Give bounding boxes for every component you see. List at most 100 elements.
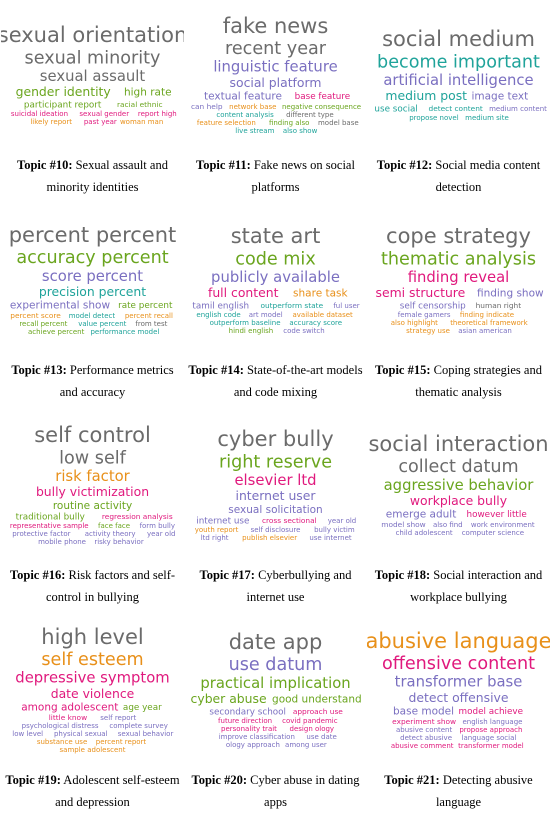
cloud-word: child adolescent: [396, 529, 453, 537]
topic-label: Topic #15:: [375, 363, 431, 377]
cloud-word: complete survey: [109, 722, 167, 730]
cloud-word: self disclosure: [251, 526, 301, 534]
topic-label: Topic #20:: [191, 773, 247, 787]
cloud-word: sexual minority: [25, 48, 161, 68]
cloud-word: year old: [147, 530, 176, 538]
cloud-word: racial ethnic: [117, 100, 163, 109]
cloud-word: self control: [34, 423, 151, 447]
cloud-word: also show: [283, 127, 318, 135]
cloud-word: accuracy percent: [16, 248, 168, 268]
cloud-word: suicidal ideation: [11, 110, 68, 118]
cloud-word: ltd right: [201, 534, 229, 542]
cloud-word: approach use: [293, 707, 343, 716]
topic-caption: Topic #18: Social interaction and workpl…: [371, 564, 546, 608]
cloud-word: live stream: [235, 127, 274, 135]
cloud-word: tamil english: [192, 301, 249, 311]
cloud-word: physical sexual: [54, 730, 108, 738]
cloud-word: network base: [229, 103, 276, 111]
cloud-word: image text: [471, 91, 528, 103]
cloud-word: fake news: [223, 14, 329, 38]
cloud-word: routine activity: [53, 500, 132, 512]
cloud-word: recent year: [225, 39, 327, 59]
cloud-word: detect abusive: [400, 734, 452, 742]
cloud-word: recall percent: [19, 320, 67, 328]
cloud-word: sexual assault: [40, 68, 146, 85]
topic-label: Topic #19:: [5, 773, 61, 787]
topic-panel: self control low self risk factor bully vic…: [1, 410, 184, 614]
cloud-word: sexual orientation: [1, 23, 184, 47]
cloud-word: precision percent: [39, 284, 146, 299]
cloud-word: gender identity: [16, 84, 111, 99]
cloud-word: use date: [306, 733, 336, 741]
topic-panel: social interaction collect datum aggressiv…: [367, 410, 550, 614]
topic-label: Topic #11:: [196, 158, 251, 172]
topic-panel: abusive language offensive content transfo…: [367, 615, 550, 819]
cloud-word: model achieve: [459, 707, 523, 717]
topic-caption: Topic #13: Performance metrics and accur…: [5, 359, 180, 403]
cloud-word: social platform: [230, 75, 322, 90]
cloud-word: base feature: [295, 92, 351, 102]
cloud-word: art model: [249, 311, 283, 319]
topic-panel: social medium become important artificial …: [367, 0, 550, 204]
topic-panel: date app use datum practical implication cy…: [184, 615, 367, 819]
cloud-word: computer science: [462, 529, 524, 537]
cloud-word: use internet: [309, 534, 352, 542]
cloud-word: cope strategy: [386, 224, 531, 248]
cloud-word: sexual behavior: [118, 730, 174, 738]
cloud-word: value percent: [78, 320, 126, 328]
topic-title: Sexual assault and minority identities: [46, 158, 168, 194]
cloud-word: emerge adult: [386, 509, 457, 521]
cloud-word: share task: [293, 288, 348, 300]
topic-caption: Topic #21: Detecting abusive language: [371, 769, 546, 813]
cloud-word: base model: [393, 706, 454, 718]
cloud-word: accuracy score: [289, 319, 342, 327]
cloud-word: substance use: [37, 738, 87, 746]
cloud-word: future direction: [218, 717, 272, 725]
cloud-word: risk factor: [55, 468, 130, 485]
cloud-word: cyber abuse: [191, 691, 267, 706]
topic-caption: Topic #20: Cyber abuse in dating apps: [188, 769, 363, 813]
cloud-word: percent percent: [9, 223, 177, 247]
cloud-word: english code: [196, 311, 240, 319]
cloud-word: human right: [476, 301, 522, 310]
cloud-word: english language: [462, 718, 522, 726]
topic-title: Fake news on social platforms: [251, 158, 355, 194]
cloud-word: however little: [467, 510, 527, 520]
topic-caption: Topic #10: Sexual assault and minority i…: [5, 154, 180, 198]
topic-label: Topic #17:: [199, 568, 255, 582]
cloud-word: abusive comment: [391, 742, 454, 750]
cloud-word: sample adolescent: [60, 746, 126, 754]
cloud-word: depressive symptom: [15, 670, 169, 687]
cloud-word: finding show: [477, 288, 544, 300]
cloud-word: outperform state: [260, 301, 323, 310]
cloud-word: medium content: [489, 105, 547, 113]
cloud-word: collect datum: [398, 457, 518, 477]
cloud-word: woman man: [120, 118, 163, 126]
cloud-word: mobile phone: [38, 538, 86, 546]
cloud-word: different type: [286, 111, 334, 119]
topic-title: Coping strategies and thematic analysis: [415, 363, 542, 399]
cloud-word: feature selection: [197, 119, 256, 127]
topic-panel: fake news recent year linguistic feature so…: [184, 0, 367, 204]
topic-title: State-of-the-art models and code mixing: [233, 363, 363, 399]
cloud-word: sexual gender: [79, 110, 129, 118]
cloud-word: low level: [12, 730, 43, 738]
cloud-word: likely report: [30, 118, 72, 126]
topic-label: Topic #14:: [188, 363, 244, 377]
cloud-word: code switch: [283, 327, 324, 335]
cloud-word: ology approach: [226, 741, 280, 749]
cloud-word: semi structure: [375, 285, 465, 300]
cloud-word: regression analysis: [102, 512, 173, 521]
cloud-word: become important: [377, 52, 540, 72]
topic-label: Topic #21:: [384, 773, 440, 787]
cloud-word: date violence: [51, 686, 135, 701]
topic-caption: Topic #15: Coping strategies and themati…: [371, 359, 546, 403]
topic-panel: sexual orientation sexual minority sexual …: [1, 0, 184, 204]
cloud-word: self esteem: [41, 650, 143, 670]
topic-label: Topic #16:: [9, 568, 66, 582]
